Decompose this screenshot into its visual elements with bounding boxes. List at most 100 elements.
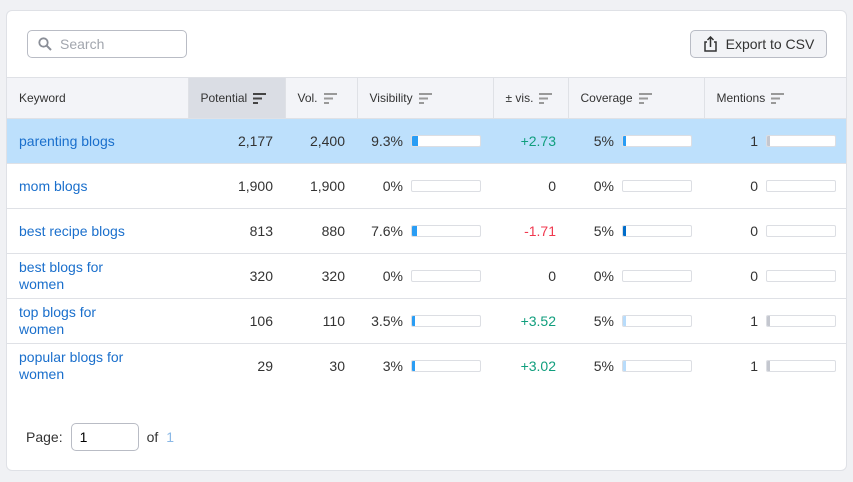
visibility-bar: [411, 180, 481, 192]
sort-icon[interactable]: [771, 93, 785, 105]
volume-cell: 880: [285, 208, 357, 254]
column-header-mentions[interactable]: Mentions: [704, 77, 846, 119]
table-row[interactable]: popular blogs for women 29 30 3% +3.02 5% 1: [7, 344, 846, 389]
visibility-bar: [411, 315, 481, 327]
volume-cell: 30: [329, 358, 345, 375]
pagination: Page: of 1: [26, 423, 174, 451]
export-csv-button[interactable]: Export to CSV: [690, 30, 827, 58]
potential-cell: 106: [188, 298, 285, 344]
coverage-bar: [622, 225, 692, 237]
page-label: Page:: [26, 429, 63, 445]
coverage-bar-fill: [623, 226, 627, 236]
sort-icon[interactable]: [418, 93, 432, 105]
column-header-vis[interactable]: ± vis.: [493, 77, 569, 119]
coverage-bar: [622, 315, 692, 327]
visibility-bar-fill: [412, 361, 416, 372]
mentions-bar: [766, 315, 836, 327]
keyword-link[interactable]: best recipe blogs: [19, 222, 125, 239]
volume-cell: 2,400: [285, 118, 357, 164]
potential-cell: 2,177: [188, 118, 285, 164]
page-input[interactable]: [70, 423, 139, 451]
mentions-value: 1: [750, 358, 758, 375]
coverage-value: 5%: [593, 313, 614, 329]
visibility-change-cell: 0: [493, 163, 568, 209]
table-row[interactable]: top blogs for women 106 110 3.5% +3.52 5% 1: [7, 298, 846, 344]
keywords-card: Export to CSV Keyword Potential Vol. Visibi…: [6, 10, 847, 471]
keyword-link[interactable]: top blogs for women: [19, 304, 97, 337]
visibility-value: 3%: [382, 358, 403, 375]
mentions-bar: [766, 180, 836, 192]
column-header-label: Visibility: [369, 91, 413, 105]
search-box[interactable]: [27, 30, 187, 58]
mentions-bar-fill: [767, 361, 771, 372]
keyword-link[interactable]: popular blogs for women: [19, 349, 124, 383]
column-header-keyword: Keyword: [7, 77, 189, 119]
coverage-bar: [622, 135, 692, 147]
coverage-bar-fill: [623, 316, 627, 326]
coverage-value: 5%: [593, 358, 614, 375]
column-header-visibility[interactable]: Visibility: [357, 77, 494, 119]
column-header-label: Potential: [200, 91, 248, 105]
column-header-label: Vol.: [297, 91, 318, 105]
coverage-bar: [622, 270, 692, 282]
coverage-bar: [622, 360, 692, 373]
mentions-value: 1: [750, 313, 758, 329]
coverage-bar-fill: [623, 136, 627, 146]
column-header-vol[interactable]: Vol.: [285, 77, 358, 119]
mentions-bar: [766, 135, 836, 147]
mentions-value: 1: [750, 133, 758, 149]
mentions-value: 0: [750, 178, 758, 194]
coverage-value: 0%: [593, 268, 614, 284]
visibility-value: 7.6%: [371, 223, 403, 239]
table-row[interactable]: parenting blogs 2,177 2,400 9.3% +2.73 5% 1: [7, 118, 846, 164]
sort-icon[interactable]: [638, 93, 652, 105]
column-header-label: Coverage: [580, 91, 633, 105]
visibility-change-cell: +3.52: [493, 298, 568, 344]
sort-icon[interactable]: [539, 93, 553, 105]
keyword-link[interactable]: mom blogs: [19, 177, 88, 194]
volume-cell: 110: [285, 298, 357, 344]
page-total[interactable]: 1: [166, 429, 175, 445]
mentions-value: 0: [750, 223, 758, 239]
mentions-bar: [766, 225, 836, 237]
visibility-bar: [411, 360, 481, 373]
mentions-bar-fill: [767, 136, 771, 146]
keywords-table: Keyword Potential Vol. Visibility ± vis. Cove…: [7, 77, 846, 389]
column-header-label: Keyword: [19, 91, 66, 105]
visibility-value: 0%: [382, 178, 403, 194]
visibility-bar: [411, 225, 481, 237]
visibility-change-cell: +3.02: [520, 358, 556, 375]
visibility-change-cell: -1.71: [493, 208, 568, 254]
sort-icon[interactable]: [323, 93, 337, 105]
page-of: of: [146, 429, 159, 445]
visibility-change-cell: 0: [493, 253, 568, 299]
coverage-bar-fill: [623, 361, 627, 372]
visibility-bar-fill: [412, 136, 419, 146]
column-header-label: Mentions: [716, 91, 766, 105]
volume-cell: 320: [285, 253, 357, 299]
potential-cell: 1,900: [188, 163, 285, 209]
table-row[interactable]: best blogs for women 320 320 0% 0 0% 0: [7, 253, 846, 299]
visibility-value: 9.3%: [371, 133, 403, 149]
visibility-bar: [411, 270, 481, 282]
export-label: Export to CSV: [725, 36, 815, 52]
column-header-coverage[interactable]: Coverage: [568, 77, 705, 119]
potential-cell: 813: [188, 208, 285, 254]
column-header-label: ± vis.: [505, 91, 534, 105]
visibility-bar-fill: [412, 316, 416, 326]
column-header-potential[interactable]: Potential: [188, 77, 286, 119]
coverage-bar: [622, 180, 692, 192]
table-row[interactable]: mom blogs 1,900 1,900 0% 0 0% 0: [7, 163, 846, 209]
keyword-link[interactable]: best blogs for women: [19, 259, 104, 292]
sort-icon[interactable]: [253, 93, 267, 105]
visibility-value: 0%: [382, 268, 403, 284]
table-row[interactable]: best recipe blogs 813 880 7.6% -1.71 5% 0: [7, 208, 846, 254]
volume-cell: 1,900: [285, 163, 357, 209]
mentions-value: 0: [750, 268, 758, 284]
potential-cell: 320: [188, 253, 285, 299]
search-input[interactable]: [60, 36, 170, 52]
visibility-change-cell: +2.73: [493, 118, 568, 164]
mentions-bar: [766, 360, 836, 373]
keyword-link[interactable]: parenting blogs: [19, 132, 115, 149]
visibility-bar: [411, 135, 481, 147]
